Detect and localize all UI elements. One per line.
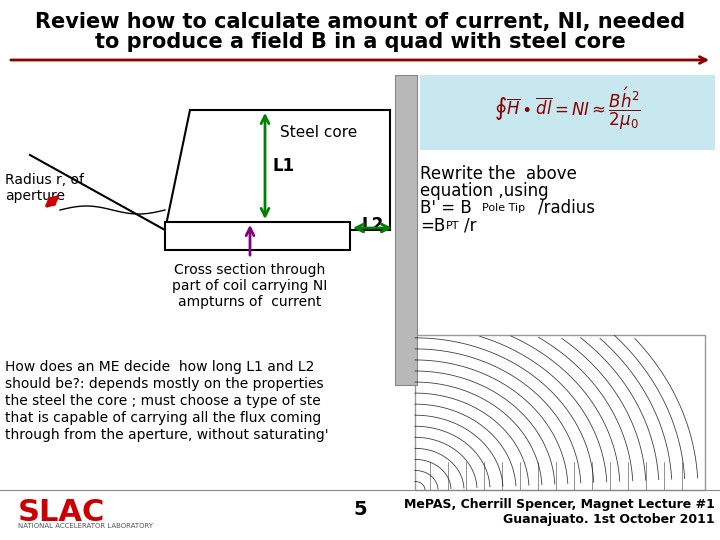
- Text: /r: /r: [464, 217, 477, 235]
- Text: Cross section through
part of coil carrying NI
ampturns of  current: Cross section through part of coil carry…: [172, 263, 328, 309]
- Bar: [395, 75, 417, 385]
- Bar: [415, 335, 705, 490]
- Text: Steel core: Steel core: [280, 125, 357, 140]
- Text: NATIONAL ACCELERATOR LABORATORY: NATIONAL ACCELERATOR LABORATORY: [18, 523, 153, 529]
- Text: How does an ME decide  how long L1 and L2: How does an ME decide how long L1 and L2: [5, 360, 315, 374]
- Text: L1: L1: [273, 157, 295, 175]
- Text: that is capable of carrying all the flux coming: that is capable of carrying all the flux…: [5, 411, 321, 425]
- Text: Rewrite the  above: Rewrite the above: [420, 165, 577, 183]
- Text: equation ,using: equation ,using: [420, 182, 549, 200]
- Text: =B: =B: [420, 217, 445, 235]
- Text: to produce a field B in a quad with steel core: to produce a field B in a quad with stee…: [94, 32, 626, 52]
- Text: through from the aperture, without saturating': through from the aperture, without satur…: [5, 428, 328, 442]
- Text: PT: PT: [446, 221, 459, 231]
- Text: 5: 5: [354, 500, 366, 519]
- Text: Review how to calculate amount of current, NI, needed: Review how to calculate amount of curren…: [35, 12, 685, 32]
- Text: $\oint\overline{H}\bullet\overline{dl}=NI\approx\dfrac{B\'h^2}{2\mu_{0}}$: $\oint\overline{H}\bullet\overline{dl}=N…: [494, 85, 641, 132]
- Bar: [420, 75, 715, 150]
- Text: should be?: depends mostly on the properties: should be?: depends mostly on the proper…: [5, 377, 323, 391]
- Text: Pole Tip: Pole Tip: [482, 203, 525, 213]
- Text: MePAS, Cherrill Spencer, Magnet Lecture #1: MePAS, Cherrill Spencer, Magnet Lecture …: [404, 498, 715, 511]
- Text: the steel the core ; must choose a type of ste: the steel the core ; must choose a type …: [5, 394, 320, 408]
- Bar: [165, 222, 350, 250]
- Text: B' = B: B' = B: [420, 199, 477, 217]
- Text: L2: L2: [361, 216, 384, 234]
- Text: SLAC: SLAC: [18, 498, 105, 527]
- Text: Guanajuato. 1st October 2011: Guanajuato. 1st October 2011: [503, 513, 715, 526]
- Text: /radius: /radius: [538, 199, 595, 217]
- Text: Radius r, of
aperture: Radius r, of aperture: [5, 173, 84, 203]
